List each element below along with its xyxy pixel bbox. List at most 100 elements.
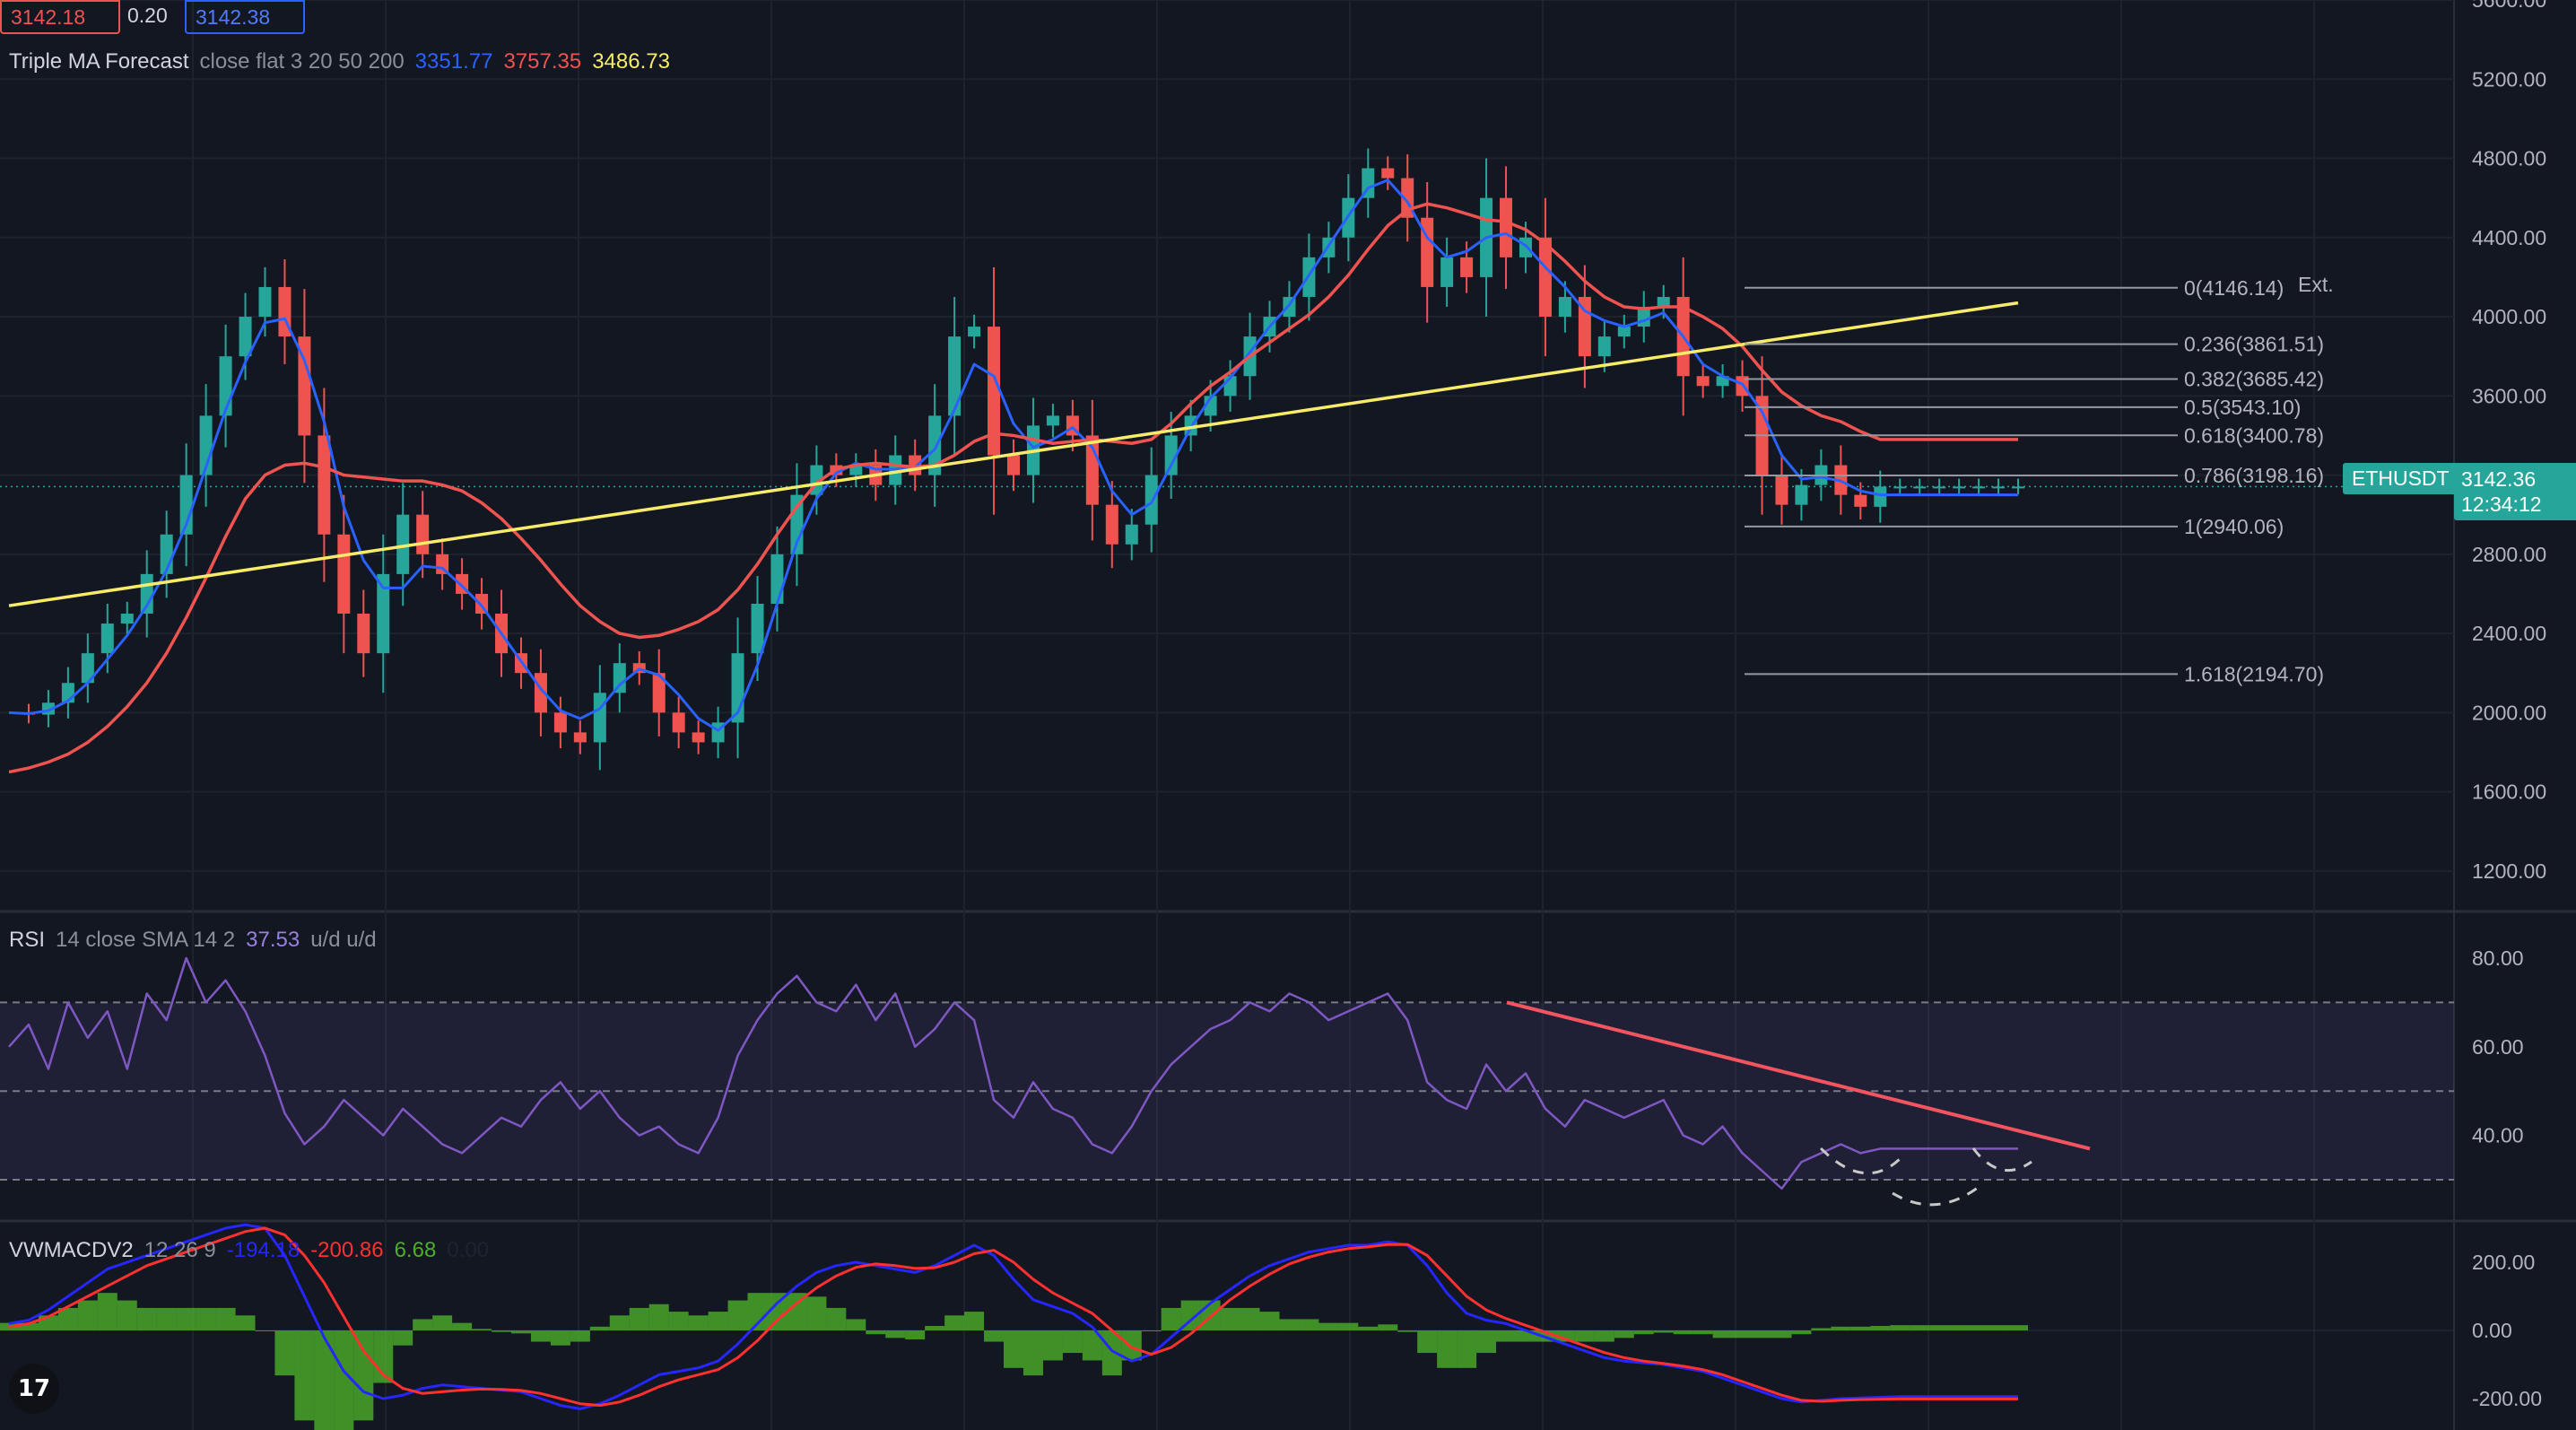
price-axis-label: 4400.00: [2472, 226, 2546, 249]
macd-histogram-bar: [452, 1322, 473, 1330]
macd-histogram-bar: [570, 1330, 590, 1342]
macd-histogram-bar: [708, 1312, 728, 1330]
macd-histogram-bar: [1240, 1307, 1260, 1330]
macd-histogram-bar: [1121, 1330, 1142, 1361]
candle-body: [1716, 376, 1729, 387]
macd-histogram-bar: [1220, 1307, 1240, 1330]
macd-histogram-bar: [1437, 1330, 1458, 1368]
macd-histogram-bar: [1732, 1330, 1753, 1338]
macd-axis-label: 0.00: [2472, 1319, 2512, 1342]
macd-histogram-bar: [196, 1307, 216, 1330]
macd-histogram-bar: [846, 1319, 866, 1330]
macd-histogram-bar: [255, 1330, 275, 1331]
macd-histogram-bar: [1791, 1330, 1812, 1335]
candle-body: [1972, 486, 1986, 489]
macd-histogram-bar: [1831, 1326, 1851, 1330]
macd-histogram-bar: [1989, 1325, 2009, 1330]
candle-body: [1913, 486, 1927, 489]
macd-axis-label: -200.00: [2472, 1387, 2542, 1410]
candle-body: [849, 465, 863, 475]
candle-body: [1854, 494, 1867, 507]
bid-box: 3142.18: [0, 0, 120, 34]
macd-histogram-bar: [1358, 1326, 1379, 1330]
macd-histogram-bar: [1673, 1330, 1693, 1335]
tradingview-logo-icon[interactable]: 17: [9, 1364, 59, 1414]
candle-body: [1617, 327, 1631, 337]
price-axis-label: 1600.00: [2472, 780, 2546, 804]
candle-body: [298, 336, 311, 436]
macd-histogram-bar: [964, 1312, 985, 1330]
fib-level-label: 0.382(3685.42): [2184, 367, 2324, 390]
macd-histogram-bar: [767, 1293, 788, 1330]
price-axis-label: 2000.00: [2472, 701, 2546, 724]
macd-histogram-bar: [1476, 1330, 1497, 1354]
candle-body: [81, 653, 94, 684]
macd-axis-label: 200.00: [2472, 1251, 2535, 1274]
candle-body: [948, 336, 962, 416]
candle-body: [1164, 435, 1178, 475]
candle-body: [988, 327, 1001, 456]
macd-value-4: 0.00: [447, 1238, 490, 1262]
macd-legend[interactable]: VWMACDV2 12 26 9 -194.18 -200.86 6.68 0.…: [9, 1238, 489, 1263]
macd-histogram-bar: [97, 1293, 117, 1330]
main-legend[interactable]: Triple MA Forecast close flat 3 20 50 20…: [9, 49, 670, 74]
candle-body: [2012, 486, 2024, 489]
rsi-legend[interactable]: RSI 14 close SMA 14 2 37.53 u/d u/d: [9, 928, 377, 953]
price-axis-label: 2800.00: [2472, 543, 2546, 566]
macd-histogram-bar: [2008, 1325, 2028, 1330]
macd-histogram-bar: [1594, 1330, 1614, 1342]
ma-fast-line: [8, 179, 2018, 732]
candle-body: [613, 663, 626, 693]
rsi-value: 37.53: [246, 928, 300, 952]
indicator-value-2: 3757.35: [503, 49, 582, 74]
candle-body: [1597, 336, 1611, 357]
macd-histogram-bar: [413, 1319, 433, 1330]
indicator-title: Triple MA Forecast: [9, 49, 189, 74]
macd-histogram-bar: [235, 1315, 256, 1330]
candle-body: [1874, 486, 1887, 507]
macd-histogram-bar: [1042, 1330, 1063, 1361]
candle-body: [1558, 296, 1571, 318]
macd-histogram-bar: [1910, 1325, 1930, 1330]
rsi-line: [8, 956, 2018, 1190]
candle-body: [396, 514, 410, 574]
macd-histogram-bar: [1496, 1330, 1517, 1342]
macd-histogram-bar: [747, 1293, 768, 1330]
fib-level-label: 1(2940.06): [2184, 515, 2284, 538]
price-tag-countdown: 12:34:12: [2461, 493, 2542, 516]
ma-mid-line: [8, 202, 2018, 774]
macd-histogram-bar: [393, 1330, 413, 1346]
spread-box: 0.20: [127, 4, 168, 27]
price-axis-label: 5200.00: [2472, 67, 2546, 91]
macd-histogram-bar: [944, 1315, 965, 1330]
candle-body: [120, 614, 134, 624]
macd-histogram-bar: [1614, 1330, 1634, 1338]
price-axis-label: 1200.00: [2472, 859, 2546, 883]
candle-body: [1007, 455, 1020, 475]
candle-body: [652, 673, 666, 713]
macd-histogram-bar: [492, 1330, 512, 1332]
fib-level-label: 0.5(3543.10): [2184, 396, 2301, 419]
candle-body: [179, 475, 193, 535]
candle-body: [1500, 197, 1513, 257]
macd-histogram-bar: [1141, 1330, 1162, 1331]
candle-body: [1893, 486, 1907, 489]
macd-histogram-bar: [1259, 1312, 1280, 1330]
candle-body: [1992, 486, 2006, 489]
macd-histogram-bar: [432, 1315, 453, 1330]
macd-histogram-bar: [314, 1330, 335, 1430]
candle-body: [573, 732, 587, 743]
macd-histogram-bar: [550, 1330, 570, 1346]
macd-histogram-bar: [1062, 1330, 1083, 1354]
macd-params: 12 26 9: [144, 1238, 216, 1262]
macd-histogram-bar: [156, 1307, 177, 1330]
macd-histogram-bar: [136, 1307, 157, 1330]
macd-signal-line: [8, 1226, 2018, 1408]
macd-value-1: -194.18: [226, 1238, 300, 1262]
macd-histogram-bar: [589, 1326, 610, 1330]
macd-histogram-bar: [215, 1307, 236, 1330]
macd-histogram-bar: [1653, 1330, 1674, 1333]
candle-body: [968, 327, 981, 337]
candle-body: [692, 732, 705, 743]
macd-histogram-bar: [629, 1307, 649, 1330]
